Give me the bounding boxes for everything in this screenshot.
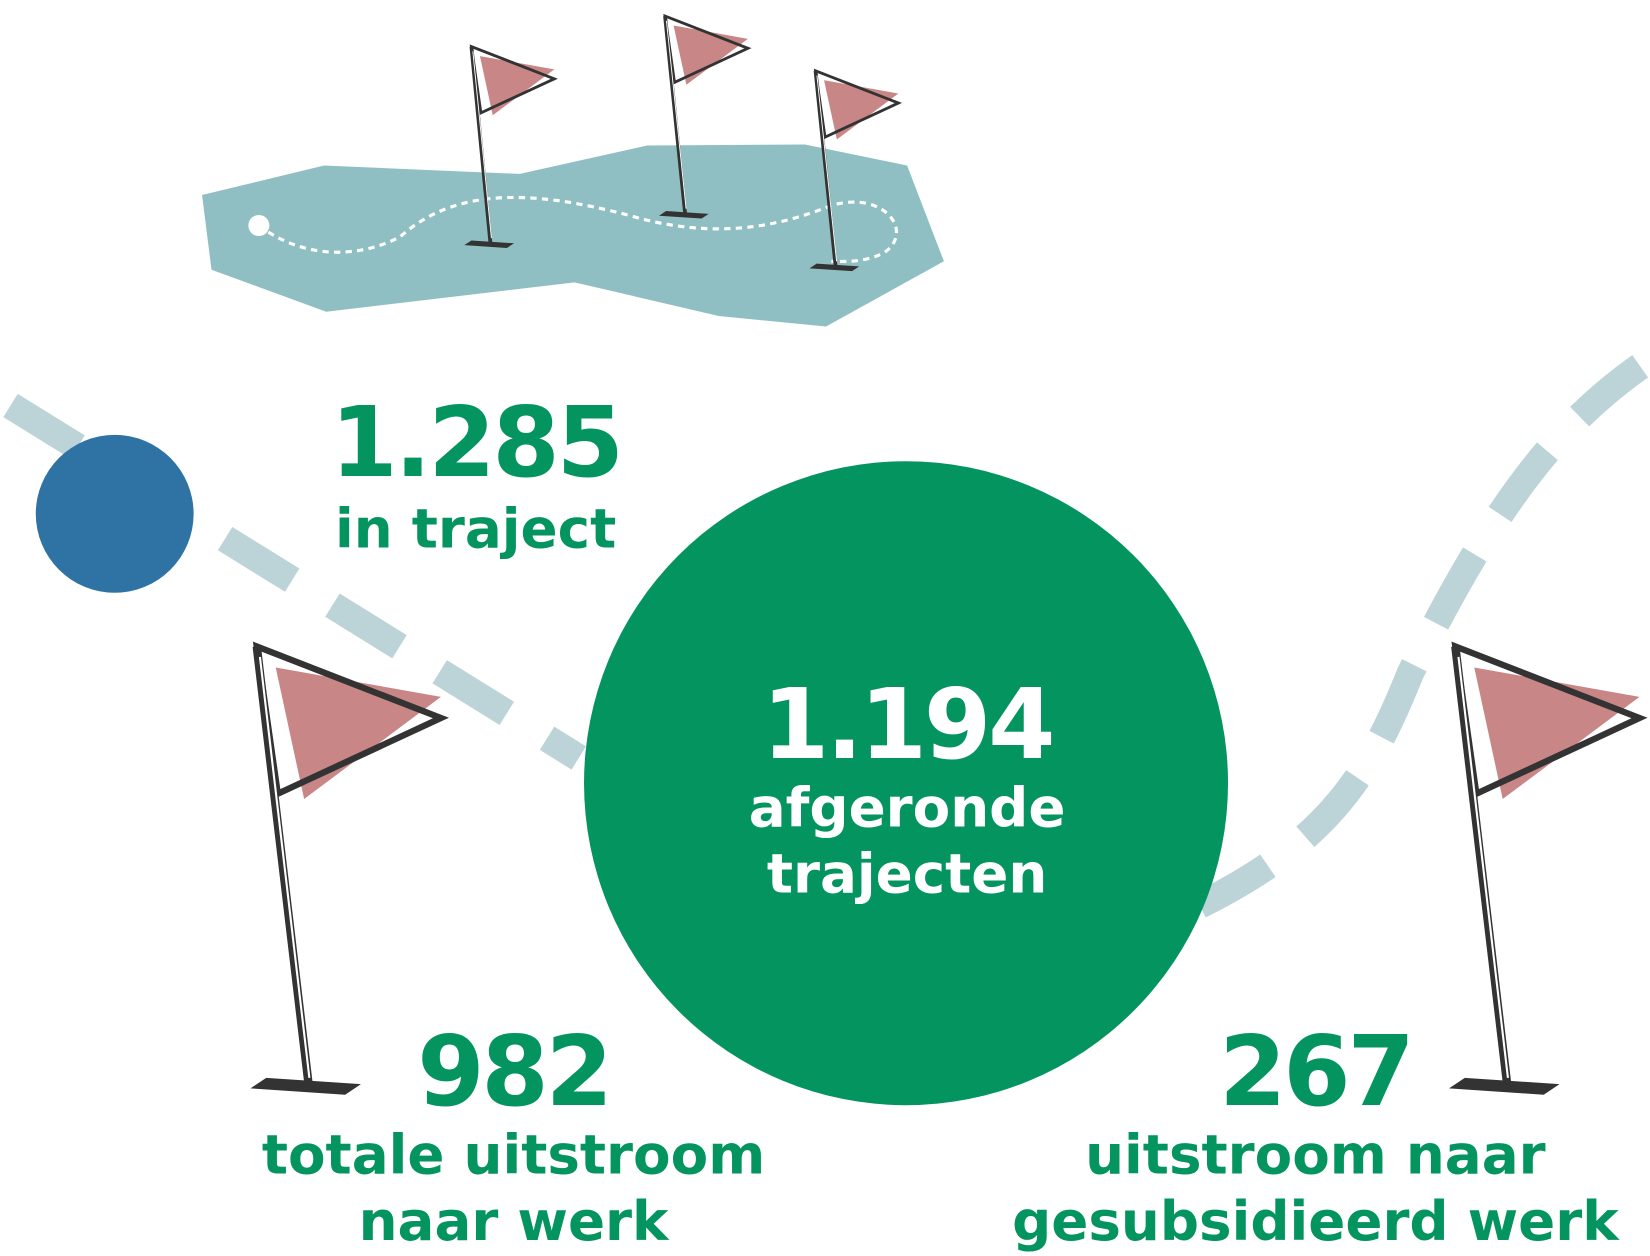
stat-value: 1.285 (330, 386, 620, 499)
page: 1.285 in traject 1.194 afgeronde traject… (0, 0, 1650, 1256)
infographic: 1.285 in traject 1.194 afgeronde traject… (0, 0, 1650, 1256)
stat-label: totale uitstroom (262, 1123, 765, 1187)
stat-label: uitstroom naar (1085, 1123, 1546, 1187)
dashed-path (1200, 358, 1650, 905)
stat-label: trajecten (767, 842, 1048, 906)
stat-value: 267 (1219, 1015, 1412, 1128)
blue-dot (36, 435, 194, 593)
stat-value: 982 (417, 1015, 610, 1128)
start-dot (248, 215, 269, 236)
stat-label: in traject (335, 496, 616, 560)
stat-label: gesubsidieerd werk (1012, 1189, 1620, 1253)
stat-label: afgeronde (749, 775, 1066, 839)
stat-label: naar werk (359, 1189, 670, 1253)
stat-value: 1.194 (762, 668, 1052, 781)
